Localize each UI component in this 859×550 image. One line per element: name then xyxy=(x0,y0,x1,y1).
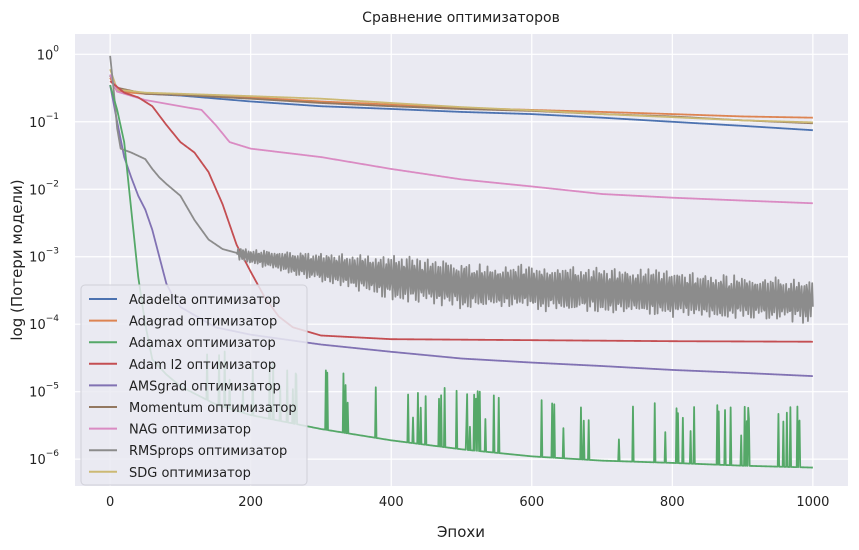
x-tick-label: 1000 xyxy=(796,495,829,510)
y-tick-label: 10−1 xyxy=(29,112,59,131)
y-axis-label: log (Потери модели) xyxy=(8,179,26,340)
series-layer xyxy=(109,55,814,469)
x-tick-label: 800 xyxy=(660,495,685,510)
y-tick-label: 10−2 xyxy=(29,179,59,198)
legend-label: RMSprops оптимизатор xyxy=(129,444,287,459)
legend-label: Adadelta оптимизатор xyxy=(129,293,280,308)
legend-label: AMSgrad оптимизатор xyxy=(129,379,281,394)
tick-labels: 0 200 400 600 800 1000 100 10−1 10−2 10−3 10−4 10−5… xyxy=(29,44,829,510)
x-tick-label: 600 xyxy=(519,495,544,510)
y-tick-label: 10−4 xyxy=(29,314,59,333)
y-tick-label: 100 xyxy=(37,44,60,63)
legend-label: Momentum оптимизатор xyxy=(129,401,297,416)
y-tick-label: 10−3 xyxy=(29,247,59,266)
x-axis-label: Эпохи xyxy=(437,523,485,541)
y-tick-label: 10−5 xyxy=(29,382,59,401)
x-tick-label: 200 xyxy=(238,495,263,510)
legend-label: Adagrad оптимизатор xyxy=(129,315,277,330)
legend-label: NAG оптимизатор xyxy=(129,423,251,438)
legend-label: Adam l2 оптимизатор xyxy=(129,358,276,373)
legend-box xyxy=(80,284,308,486)
series-line xyxy=(109,74,814,205)
x-tick-label: 0 xyxy=(106,495,114,510)
legend-label: SDG оптимизатор xyxy=(129,466,251,481)
series-line xyxy=(109,68,814,124)
x-tick-label: 400 xyxy=(379,495,404,510)
series-line xyxy=(109,80,814,343)
chart-title: Сравнение оптимизаторов xyxy=(362,10,560,26)
legend: Adadelta оптимизатор Adagrad оптимизатор A… xyxy=(80,284,308,486)
legend-label: Adamax оптимизатор xyxy=(129,336,276,351)
series-line xyxy=(109,55,814,324)
y-tick-label: 10−6 xyxy=(29,449,59,468)
series-line xyxy=(109,74,814,132)
